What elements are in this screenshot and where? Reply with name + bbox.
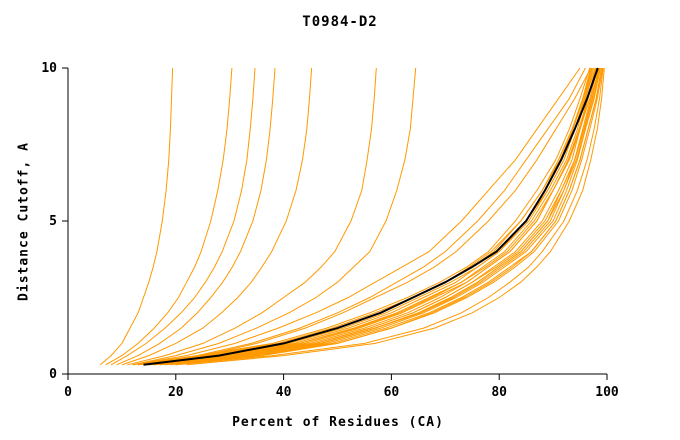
model-curve	[138, 67, 586, 366]
x-tick-label: 20	[168, 385, 184, 400]
model-curve	[132, 67, 581, 366]
model-curve	[175, 67, 603, 366]
x-tick-label: 80	[491, 385, 507, 400]
model-curve	[116, 67, 276, 366]
model-curve	[105, 67, 233, 366]
y-tick-label: 5	[49, 214, 57, 229]
model-curve	[175, 67, 604, 366]
x-tick-label: 0	[64, 385, 72, 400]
model-curve	[127, 67, 377, 366]
x-tick-label: 60	[384, 385, 400, 400]
model-curve	[138, 67, 593, 366]
curves-group	[99, 67, 605, 366]
model-curve	[121, 67, 313, 366]
model-curve	[186, 67, 605, 366]
x-tick-label: 100	[595, 385, 619, 400]
reference-curve	[143, 67, 599, 366]
model-curve	[132, 67, 417, 366]
model-curve	[164, 67, 603, 366]
model-curve	[148, 67, 599, 366]
x-axis-label: Percent of Residues (CA)	[232, 415, 444, 430]
y-tick-label: 0	[49, 367, 57, 382]
x-tick-label: 40	[276, 385, 292, 400]
model-curve	[99, 67, 174, 366]
model-curve	[143, 67, 593, 366]
chart-title: T0984-D2	[302, 14, 378, 30]
model-curve	[143, 67, 594, 366]
model-curve	[110, 67, 256, 366]
model-curve	[164, 67, 601, 366]
model-curve	[143, 67, 592, 366]
model-curve	[154, 67, 597, 366]
model-curve	[132, 67, 591, 366]
model-curve	[143, 67, 597, 366]
y-tick-label: 10	[41, 61, 57, 76]
